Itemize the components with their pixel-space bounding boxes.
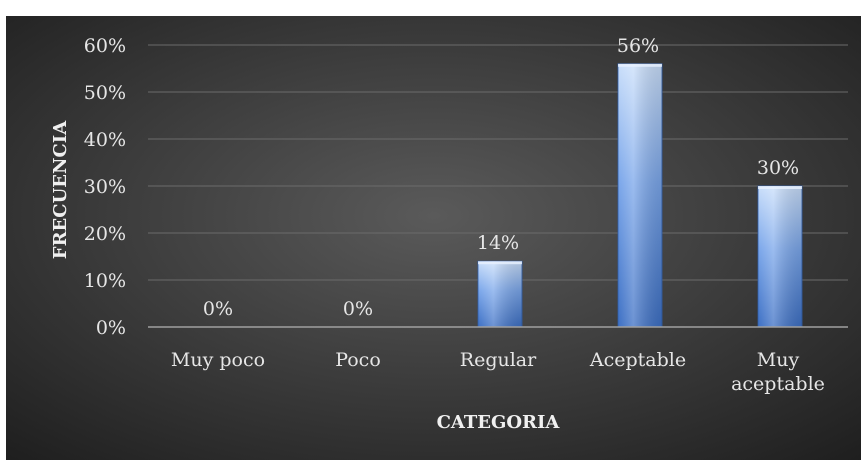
x-axis-title: CATEGORIA [437,412,561,433]
y-tick-label: 30% [84,176,126,198]
y-tick-label: 50% [84,82,126,104]
data-label: 0% [343,298,373,320]
bar-highlight [618,63,662,328]
x-tick-label: Muy poco [171,349,265,371]
data-label: 14% [477,232,519,254]
x-tick-label: Poco [335,349,381,371]
bar-top-cap [478,261,522,265]
y-axis-ticks: 0% 10% 20% 30% 40% 50% 60% [84,35,126,339]
gridlines [148,44,848,281]
y-tick-label: 10% [84,270,126,292]
y-tick-label: 40% [84,129,126,151]
x-tick-label: Muy aceptable [731,349,825,395]
y-tick-label: 20% [84,223,126,245]
bar-top-cap [758,186,802,189]
data-label: 0% [203,298,233,320]
y-axis-title: FRECUENCIA [50,120,71,259]
bar-top-cap [618,63,662,67]
bars [477,63,803,328]
bar-highlight [758,186,802,327]
data-label: 56% [617,35,659,57]
data-label: 30% [757,157,799,179]
data-labels: 0% 0% 14% 56% 30% [203,35,799,320]
y-tick-label: 60% [84,35,126,57]
x-tick-label: Aceptable [589,349,686,371]
y-tick-label: 0% [96,317,126,339]
x-axis-categories: Muy poco Poco Regular Aceptable Muy aceptable [171,349,825,395]
bar-highlight [478,261,522,327]
x-tick-label: Regular [460,349,537,371]
plot-background [6,16,861,460]
